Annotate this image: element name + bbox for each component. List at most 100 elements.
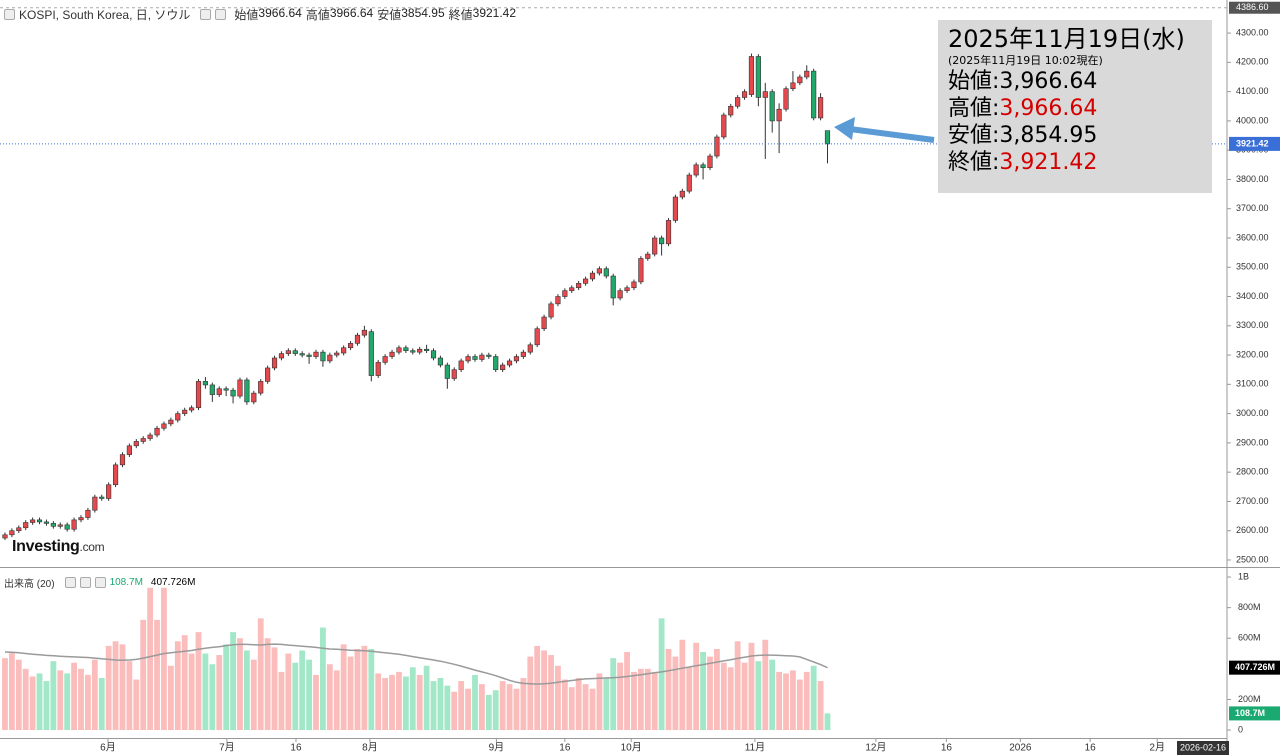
legend-label: 始値 (234, 8, 259, 22)
settings-icon[interactable] (64, 577, 76, 588)
candle-body (582, 278, 589, 284)
candle-body (347, 343, 354, 349)
collapse-icon (4, 9, 15, 20)
candle-body (444, 364, 450, 379)
x-tick-label: 9月 (489, 742, 505, 754)
volume-bars (2, 587, 831, 731)
y-tick-label: 3400.00 (1236, 291, 1269, 301)
candle-body (313, 351, 319, 357)
volume-bar (181, 635, 188, 731)
volume-bar (112, 641, 119, 731)
candle-body (679, 190, 685, 198)
close-icon[interactable] (94, 577, 106, 588)
volume-bar (320, 627, 326, 731)
candle-body (202, 381, 209, 386)
x-tick-label: 2月 (1149, 742, 1165, 754)
volume-bar (776, 671, 783, 731)
volume-bar (140, 619, 147, 731)
candle-body (797, 76, 803, 84)
callout-row: 高値:3,966.64 (948, 95, 1202, 122)
volume-bar (299, 650, 306, 731)
x-tick-label: 2026 (1009, 743, 1032, 754)
volume-bar (161, 587, 167, 731)
candle-body (748, 56, 755, 95)
candle-body (555, 296, 561, 305)
volume-marker-box (1229, 706, 1280, 721)
ohlc-legend: 始値 3966.64 高値 3966.64 安値 3854.95 終値 3921.42 (230, 6, 516, 23)
candle-body (99, 496, 105, 499)
callout-row: 安値:3,854.95 (948, 122, 1202, 149)
volume-bar (223, 644, 230, 731)
volume-bar (492, 690, 499, 731)
candle-body (534, 328, 540, 346)
volume-bar (237, 638, 243, 731)
candle-body (71, 519, 77, 530)
candle-body (175, 413, 181, 421)
callout-value: 3,966.64 (999, 96, 1098, 121)
candle-body (700, 164, 706, 169)
volume-bar (748, 642, 755, 731)
settings-icon[interactable] (200, 9, 212, 20)
volume-bar (734, 641, 741, 731)
x-end-label: 2026-02-16 (1180, 742, 1226, 752)
volume-ma-line (4, 643, 828, 685)
callout-time: (2025年11月19日 10:02現在) (948, 54, 1103, 67)
volume-bar (396, 671, 402, 731)
candle-body (638, 258, 644, 283)
candle-body (776, 108, 782, 122)
price-header: KOSPI, South Korea, 日, ソウル 始値 3966.64 高値 39… (4, 6, 516, 23)
last-price-label: 3921.42 (1236, 138, 1269, 148)
candle-body (112, 464, 119, 486)
candle-body (23, 522, 29, 529)
candle-body (278, 353, 285, 359)
volume-bar (382, 678, 389, 731)
visibility-icon[interactable] (215, 9, 227, 20)
volume-bar (354, 648, 361, 731)
x-tick-label: 16 (941, 743, 953, 754)
candle-body (43, 521, 50, 524)
volume-bar (658, 618, 665, 731)
volume-bar (796, 679, 803, 731)
volume-bar (458, 681, 465, 731)
candle-body (119, 454, 126, 466)
volume-bar (637, 668, 644, 731)
y-tick-label: 3000.00 (1236, 408, 1269, 418)
volume-header: 出来高 (20) 108.7M 407.726M (4, 575, 195, 590)
x-tick-label: 10月 (621, 742, 642, 754)
candle-body (209, 384, 215, 395)
volume-bar (624, 652, 630, 731)
volume-bar (2, 658, 8, 731)
candle-body (85, 509, 91, 518)
y-tick-label: 2900.00 (1236, 437, 1269, 447)
candle-body (527, 344, 533, 353)
candle-body (237, 379, 243, 397)
candle-body (672, 196, 679, 221)
volume-bar (769, 659, 776, 731)
volume-bar (437, 678, 444, 731)
volume-bar (85, 674, 91, 731)
candle-body (741, 91, 748, 98)
volume-bar (306, 659, 313, 731)
callout-row: 始値:3,966.64 (948, 68, 1202, 95)
candle-body (161, 423, 167, 429)
x-tick-label: 16 (559, 743, 571, 754)
x-tick-label: 16 (290, 743, 302, 754)
candle-body (430, 350, 437, 359)
volume-bar (803, 671, 810, 731)
volume-bar (133, 679, 140, 731)
volume-bar (582, 684, 589, 731)
callout-value: 3,854.95 (999, 123, 1098, 148)
volume-bar (91, 659, 98, 731)
candle-body (569, 287, 575, 291)
candle-body (617, 290, 623, 299)
volume-bar (216, 655, 223, 731)
legend-value: 3854.95 (401, 6, 445, 20)
candle-body (320, 351, 326, 362)
volume-bar (541, 650, 548, 731)
visibility-icon[interactable] (79, 577, 91, 588)
candle-body (16, 527, 22, 532)
volume-bar (154, 619, 160, 731)
volume-bar (693, 642, 700, 731)
chart-title: KOSPI, South Korea, 日, ソウル (19, 8, 191, 22)
candle-body (251, 392, 257, 403)
